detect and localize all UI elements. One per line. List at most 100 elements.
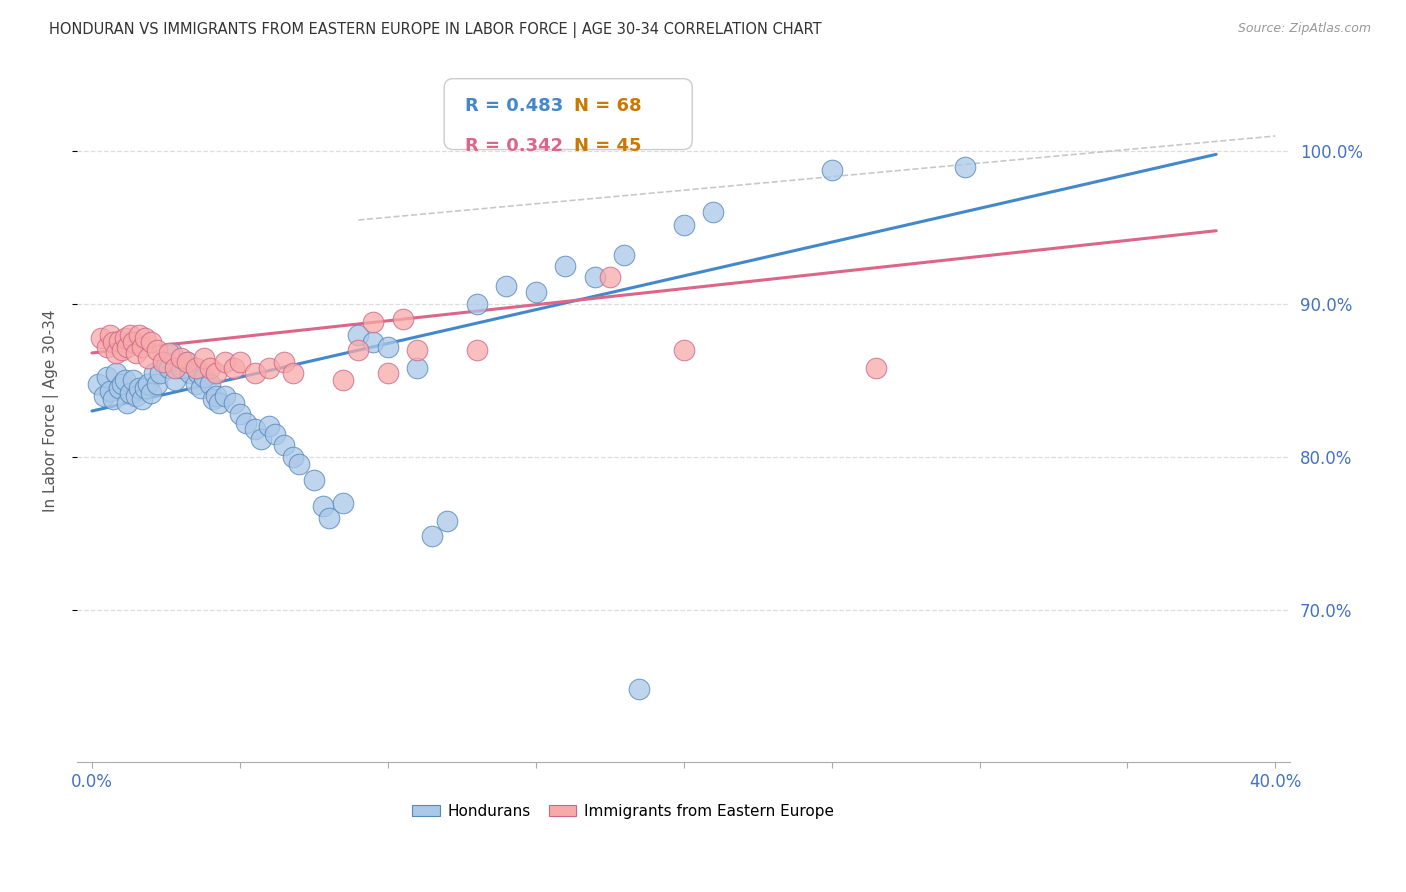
Point bbox=[98, 384, 121, 399]
Point bbox=[184, 361, 207, 376]
Legend: Hondurans, Immigrants from Eastern Europe: Hondurans, Immigrants from Eastern Europ… bbox=[406, 797, 839, 825]
Point bbox=[465, 297, 488, 311]
Point bbox=[222, 361, 245, 376]
Point bbox=[672, 218, 695, 232]
Point bbox=[190, 381, 212, 395]
Point bbox=[281, 366, 304, 380]
Text: HONDURAN VS IMMIGRANTS FROM EASTERN EUROPE IN LABOR FORCE | AGE 30-34 CORRELATIO: HONDURAN VS IMMIGRANTS FROM EASTERN EURO… bbox=[49, 22, 823, 38]
Point bbox=[90, 331, 112, 345]
Point bbox=[184, 376, 207, 391]
Y-axis label: In Labor Force | Age 30-34: In Labor Force | Age 30-34 bbox=[44, 310, 59, 512]
Point bbox=[214, 355, 236, 369]
Point bbox=[125, 389, 148, 403]
Point bbox=[406, 343, 429, 357]
Point bbox=[152, 355, 174, 369]
Point bbox=[136, 376, 159, 391]
Point bbox=[377, 340, 399, 354]
Point bbox=[554, 259, 576, 273]
Point bbox=[259, 419, 281, 434]
Point bbox=[865, 361, 887, 376]
Point bbox=[149, 366, 172, 380]
Point bbox=[361, 335, 384, 350]
Point bbox=[361, 315, 384, 329]
Point bbox=[96, 340, 118, 354]
Point bbox=[125, 346, 148, 360]
Point bbox=[613, 248, 636, 262]
Point bbox=[202, 392, 225, 406]
Point bbox=[179, 366, 201, 380]
Point bbox=[143, 366, 166, 380]
Point bbox=[176, 355, 198, 369]
Point bbox=[131, 340, 153, 354]
Point bbox=[157, 346, 180, 360]
Point bbox=[107, 381, 129, 395]
Point bbox=[104, 366, 127, 380]
Point bbox=[187, 366, 209, 380]
Point bbox=[229, 355, 252, 369]
Point bbox=[139, 335, 162, 350]
Point bbox=[146, 376, 169, 391]
Point bbox=[155, 355, 177, 369]
Point bbox=[120, 385, 142, 400]
Point bbox=[134, 381, 156, 395]
Point bbox=[163, 374, 186, 388]
Point bbox=[139, 385, 162, 400]
Point bbox=[436, 514, 458, 528]
Point bbox=[495, 278, 517, 293]
Point bbox=[524, 285, 547, 299]
Point bbox=[131, 392, 153, 406]
Point bbox=[176, 355, 198, 369]
Point bbox=[583, 269, 606, 284]
Point bbox=[229, 407, 252, 421]
Point bbox=[465, 343, 488, 357]
Point bbox=[243, 422, 266, 436]
Text: R = 0.342: R = 0.342 bbox=[465, 136, 564, 155]
Point bbox=[377, 366, 399, 380]
Point bbox=[128, 327, 150, 342]
Text: R = 0.483: R = 0.483 bbox=[465, 97, 564, 115]
Point bbox=[249, 432, 271, 446]
Point bbox=[420, 529, 443, 543]
Point bbox=[122, 335, 145, 350]
Point bbox=[332, 374, 354, 388]
Point bbox=[114, 374, 136, 388]
Point bbox=[205, 366, 228, 380]
Point bbox=[259, 361, 281, 376]
Point bbox=[107, 334, 129, 348]
Point bbox=[146, 343, 169, 357]
Point bbox=[98, 327, 121, 342]
Point bbox=[87, 376, 110, 391]
Point bbox=[193, 370, 215, 384]
Point bbox=[672, 343, 695, 357]
Point bbox=[235, 416, 257, 430]
Text: N = 68: N = 68 bbox=[575, 97, 643, 115]
Point bbox=[273, 437, 295, 451]
Point bbox=[128, 381, 150, 395]
Point bbox=[136, 351, 159, 365]
Point bbox=[101, 392, 124, 406]
Point bbox=[110, 343, 132, 357]
Point bbox=[318, 511, 340, 525]
Point bbox=[160, 346, 183, 360]
Text: Source: ZipAtlas.com: Source: ZipAtlas.com bbox=[1237, 22, 1371, 36]
Point bbox=[170, 351, 193, 365]
Point bbox=[264, 426, 287, 441]
Point bbox=[163, 361, 186, 376]
Point bbox=[134, 331, 156, 345]
Point bbox=[117, 396, 139, 410]
Point bbox=[200, 361, 222, 376]
Point bbox=[273, 355, 295, 369]
Point bbox=[243, 366, 266, 380]
Point bbox=[205, 389, 228, 403]
Point bbox=[391, 312, 413, 326]
Point bbox=[222, 396, 245, 410]
Point bbox=[93, 389, 115, 403]
Point bbox=[281, 450, 304, 464]
Point bbox=[820, 162, 842, 177]
Point bbox=[214, 389, 236, 403]
Point bbox=[122, 374, 145, 388]
Point bbox=[208, 396, 231, 410]
Point bbox=[110, 376, 132, 391]
Point bbox=[628, 682, 651, 697]
Point bbox=[347, 327, 370, 342]
